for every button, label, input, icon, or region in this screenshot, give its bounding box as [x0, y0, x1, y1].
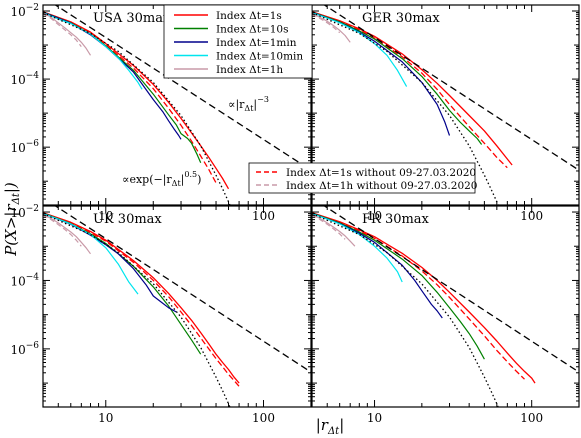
legend-label: Index Δt=1h — [216, 64, 283, 76]
panel-frame — [42, 205, 312, 408]
legend-label: Index Δt=1min — [216, 37, 297, 49]
series-line — [43, 213, 91, 255]
panel-title: GER 30max — [362, 11, 440, 26]
panel-fr: 10 100 FR 30max — [311, 205, 580, 425]
series-line — [312, 212, 525, 380]
series-group — [43, 5, 311, 205]
y-tick-label: 10−6 — [10, 139, 39, 155]
series-line — [312, 212, 536, 384]
series-line — [323, 206, 579, 373]
annotation-stretched-exp: ∝exp(−|rΔt|0.5) — [122, 170, 201, 188]
series-line — [312, 213, 356, 247]
y-tick-label: 10−2 — [10, 204, 39, 220]
annotation-power-law: ∝|rΔt|−3 — [228, 95, 269, 113]
x-axis-title: |rΔt| — [316, 416, 345, 437]
legend-secondary-box — [248, 162, 476, 194]
series-line — [43, 212, 240, 387]
y-tick-label: 10−4 — [10, 272, 39, 288]
x-tick-label: 10 — [98, 411, 113, 425]
series-line — [312, 13, 341, 34]
panel-uk: 10 100 10−2 10−4 10−6 UK 30max — [10, 204, 312, 425]
series-line — [312, 12, 351, 43]
legend-label: Index Δt=1s without 09-27.03.2020 — [286, 167, 476, 179]
legend-label: Index Δt=1s — [216, 10, 282, 22]
series-line — [54, 206, 311, 373]
series-line — [54, 5, 311, 171]
x-tick-label: 100 — [520, 209, 543, 223]
series-line — [43, 12, 82, 47]
series-line — [43, 213, 231, 407]
series-line — [43, 12, 231, 205]
series-line — [312, 12, 499, 205]
series-line — [43, 12, 92, 56]
series-line — [43, 11, 230, 190]
legend-label: Index Δt=1h without 09-27.03.2020 — [286, 180, 477, 192]
series-group — [312, 206, 579, 407]
series-line — [43, 214, 82, 247]
x-tick-label: 100 — [252, 209, 275, 223]
x-tick-label: 10 — [98, 209, 113, 223]
y-tick-label: 10−4 — [10, 71, 39, 87]
x-tick-label: 10 — [367, 411, 382, 425]
y-tick-label: 10−6 — [10, 341, 39, 357]
series-group — [312, 5, 579, 205]
series-group — [43, 206, 311, 407]
series-line — [312, 11, 508, 169]
series-line — [312, 11, 483, 145]
panel-title: USA 30max — [93, 11, 171, 26]
x-tick-label: 100 — [252, 411, 275, 425]
y-axis-title: P(X>|rΔt|) — [2, 182, 22, 257]
y-tick-label: 10−2 — [10, 3, 39, 19]
panel-ger: 10 100 GER 30max — [311, 4, 580, 223]
series-line — [312, 213, 403, 283]
series-line — [323, 5, 579, 171]
legend-label: Index Δt=10min — [216, 51, 303, 63]
panel-title: UK 30max — [93, 212, 162, 227]
panel-frame — [311, 4, 580, 206]
series-line — [43, 212, 240, 384]
series-line — [312, 212, 485, 360]
series-line — [312, 11, 513, 166]
x-tick-label: 10 — [367, 209, 382, 223]
series-line — [312, 214, 346, 240]
series-line — [43, 213, 139, 295]
panel-title: FR 30max — [362, 212, 430, 227]
series-line — [312, 212, 443, 319]
x-tick-label: 100 — [520, 411, 543, 425]
panel-frame — [311, 205, 580, 408]
legend-label: Index Δt=10s — [216, 24, 288, 36]
series-line — [312, 213, 499, 407]
